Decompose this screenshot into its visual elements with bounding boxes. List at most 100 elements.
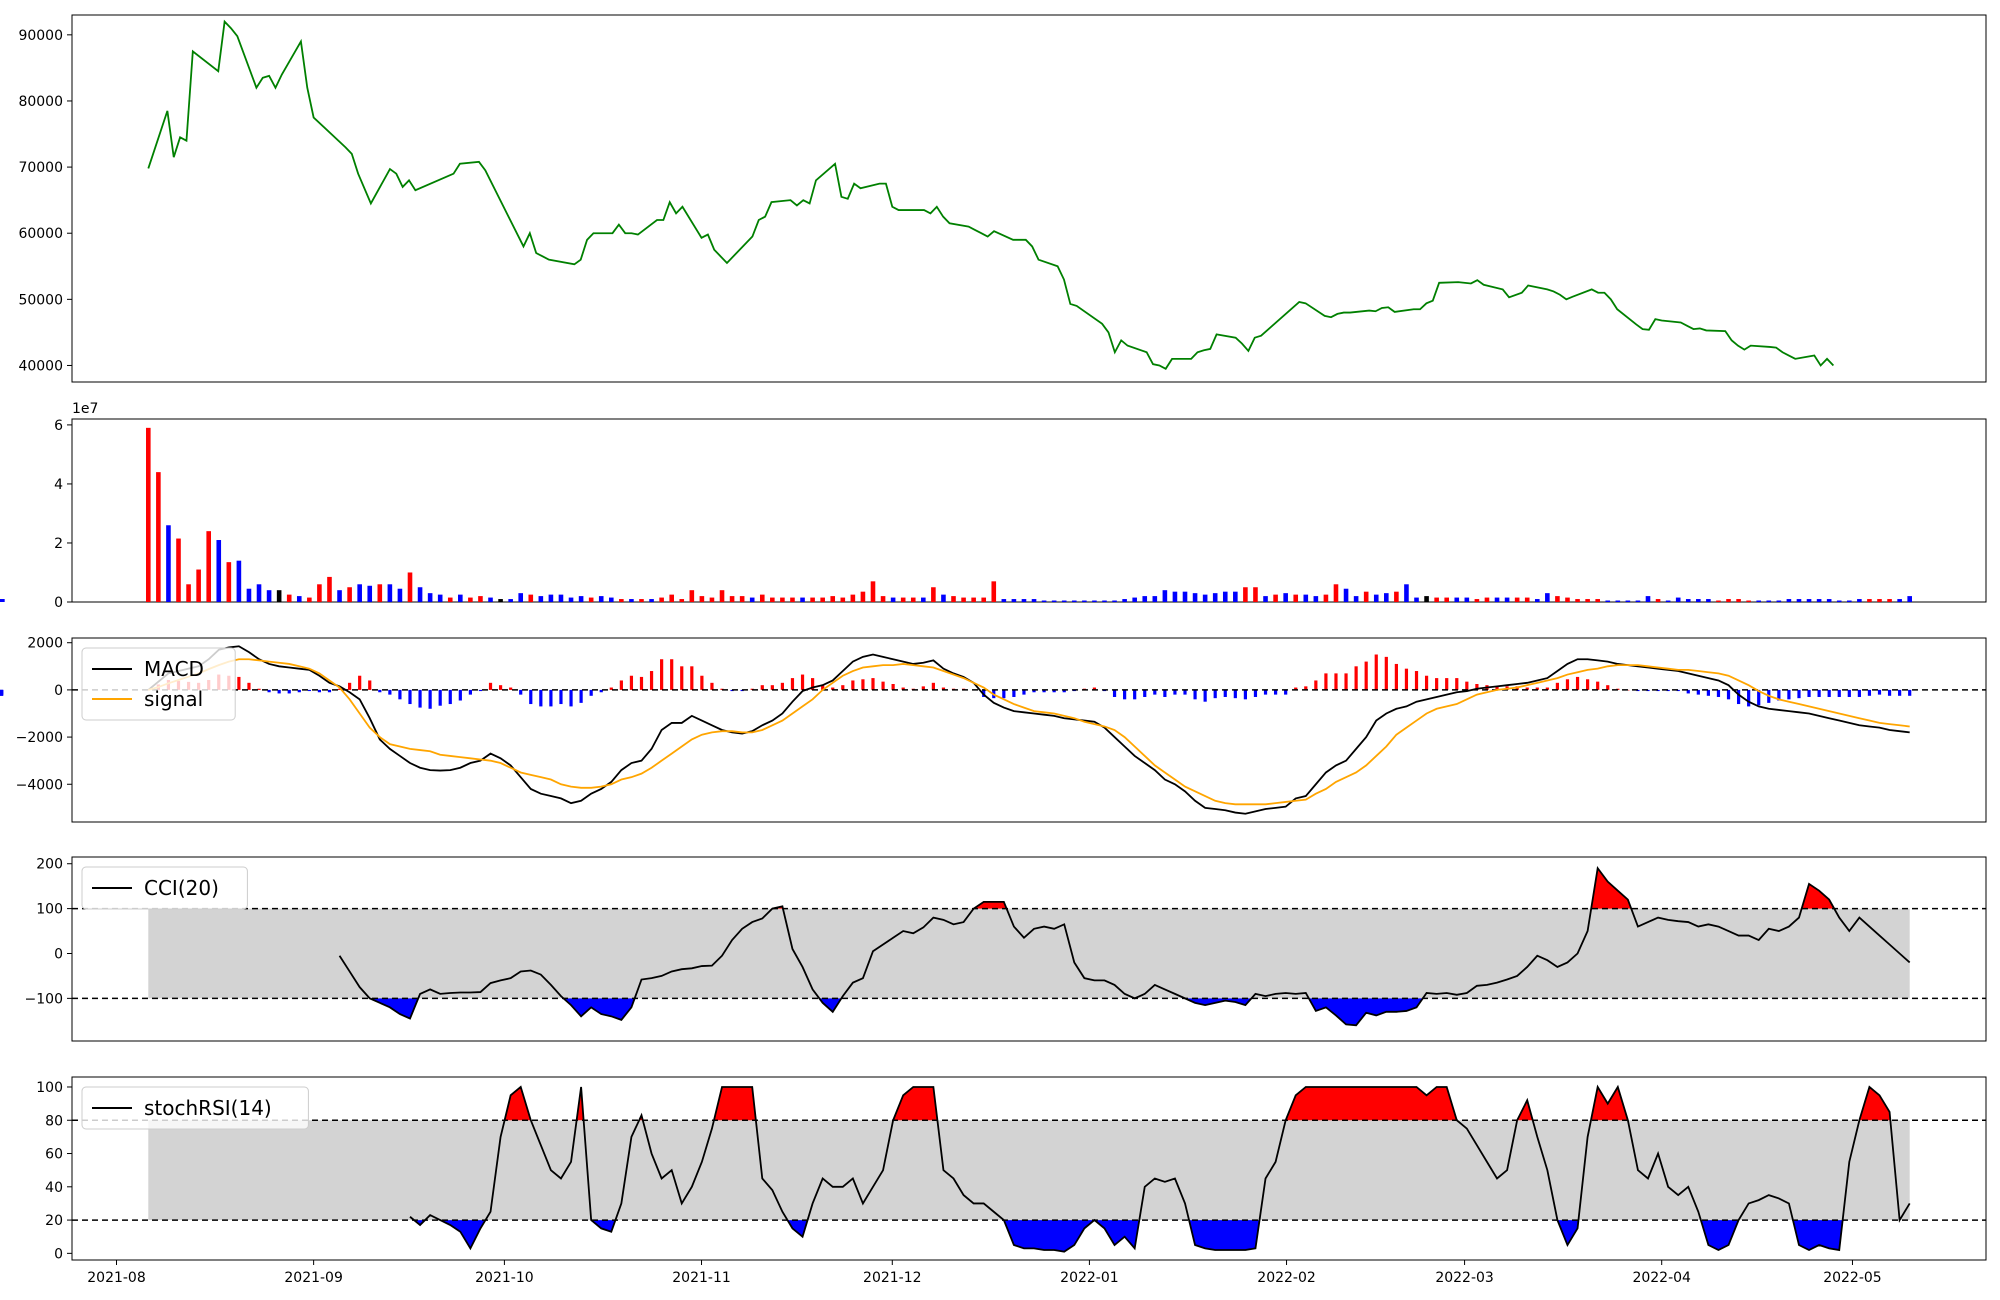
macd-histogram-bar: [1867, 689, 1872, 696]
macd-histogram-bar: [529, 689, 533, 705]
macd-histogram-bar: [448, 689, 452, 705]
volume-bar: [1132, 597, 1137, 602]
macd-histogram-bar: [1787, 689, 1791, 700]
macd-histogram-bar: [901, 687, 905, 690]
y-tick-label: 90000: [18, 28, 63, 44]
volume-bar: [1212, 593, 1218, 602]
x-tick-label: 2022-02: [1257, 1270, 1316, 1286]
volume-bar: [236, 560, 242, 602]
y-tick-label: 2: [54, 536, 63, 552]
volume-bar: [729, 596, 735, 602]
macd-histogram-bar: [589, 689, 593, 696]
volume-bar: [1655, 599, 1661, 602]
volume-bar: [407, 572, 413, 602]
macd-histogram-bar: [1284, 689, 1288, 695]
macd-histogram-bar: [1817, 689, 1821, 697]
macd-histogram-bar: [1465, 681, 1469, 690]
macd-histogram-bar: [1797, 689, 1801, 699]
y-tick-label: 6: [54, 418, 63, 434]
stochrsi-line: [409, 1084, 1911, 1253]
macd-histogram-bar: [519, 689, 523, 695]
volume-bar: [951, 596, 956, 602]
volume-bar: [1534, 599, 1540, 602]
volume-bar: [196, 569, 201, 602]
volume-bar: [146, 427, 151, 602]
macd-histogram-bar: [1153, 689, 1157, 695]
macd-histogram-bar: [619, 680, 623, 690]
volume-bar: [991, 581, 997, 602]
macd-histogram-bar: [1012, 689, 1016, 697]
volume-bar: [1585, 599, 1590, 602]
macd-histogram-bar: [1586, 679, 1590, 690]
volume-bar: [286, 594, 292, 602]
macd-histogram-bar: [1706, 689, 1710, 696]
volume-bar: [1394, 591, 1399, 602]
macd-histogram-bar: [1555, 682, 1560, 690]
volume-bar: [1202, 594, 1208, 602]
macd-histogram-bar: [488, 682, 493, 690]
volume-bar: [1051, 600, 1057, 602]
macd-histogram-bar: [478, 689, 483, 692]
macd-histogram-bar: [579, 689, 583, 703]
macd-histogram-bar: [871, 678, 875, 690]
volume-bar: [166, 525, 171, 602]
macd-histogram-bar: [398, 689, 402, 700]
macd-histogram-bar: [1757, 689, 1761, 706]
volume-bar: [1665, 600, 1671, 602]
volume-bar: [1353, 596, 1359, 602]
volume-bar: [941, 594, 946, 602]
macd-histogram-bar: [1565, 679, 1570, 690]
volume-bar: [840, 597, 846, 602]
macd-histogram-bar: [1273, 689, 1278, 695]
macd-histogram-bar: [1666, 689, 1670, 692]
volume-bar: [478, 596, 483, 602]
macd-histogram-bar: [760, 685, 764, 690]
volume-bar: [548, 594, 554, 602]
macd-histogram-bar: [1193, 689, 1197, 700]
macd-histogram-bar: [1304, 686, 1308, 690]
macd-histogram-bar: [1596, 681, 1600, 690]
volume-bar: [1283, 593, 1288, 602]
volume-bar: [1756, 600, 1762, 602]
volume-bar: [337, 590, 342, 602]
oversold-fill: [819, 998, 842, 1012]
volume-bar: [1192, 593, 1198, 602]
volume-bar: [1615, 600, 1621, 602]
volume-bar: [0, 599, 5, 602]
volume-bar: [1323, 594, 1329, 602]
volume-bar: [629, 599, 634, 602]
macd-histogram-bar: [348, 682, 352, 690]
macd-histogram-bar: [1112, 689, 1117, 697]
legend-label: stochRSI(14): [144, 1096, 272, 1120]
macd-histogram-bar: [1898, 689, 1902, 696]
macd-histogram-bar: [1314, 680, 1318, 690]
price-line: [147, 19, 1835, 370]
volume-bar: [1273, 594, 1278, 602]
y-tick-label: 2000: [27, 636, 63, 652]
volume-bar: [981, 597, 987, 602]
volume-bar: [528, 594, 534, 602]
volume-bar: [246, 588, 252, 602]
y-tick-label: 100: [36, 902, 63, 918]
volume-bar: [619, 599, 624, 602]
volume-bar: [1887, 599, 1892, 602]
volume-bar: [1001, 599, 1007, 602]
x-tick-label: 2022-03: [1435, 1270, 1494, 1286]
volume-bar: [266, 590, 272, 602]
macd-histogram-bar: [1747, 689, 1751, 707]
macd-histogram-bar: [1887, 689, 1892, 696]
overbought-fill: [713, 1086, 756, 1121]
volume-bar: [568, 597, 574, 602]
volume-bar: [1736, 599, 1741, 602]
volume-bar: [1595, 599, 1600, 602]
volume-bar: [427, 593, 433, 602]
volume-bar: [820, 597, 825, 602]
macd-histogram-bar: [1495, 686, 1499, 690]
volume-bar: [1847, 600, 1852, 602]
volume-bar: [880, 596, 886, 602]
volume-bar: [1182, 591, 1188, 602]
volume-bar: [1635, 600, 1641, 602]
macd-histogram-bar: [780, 682, 785, 690]
